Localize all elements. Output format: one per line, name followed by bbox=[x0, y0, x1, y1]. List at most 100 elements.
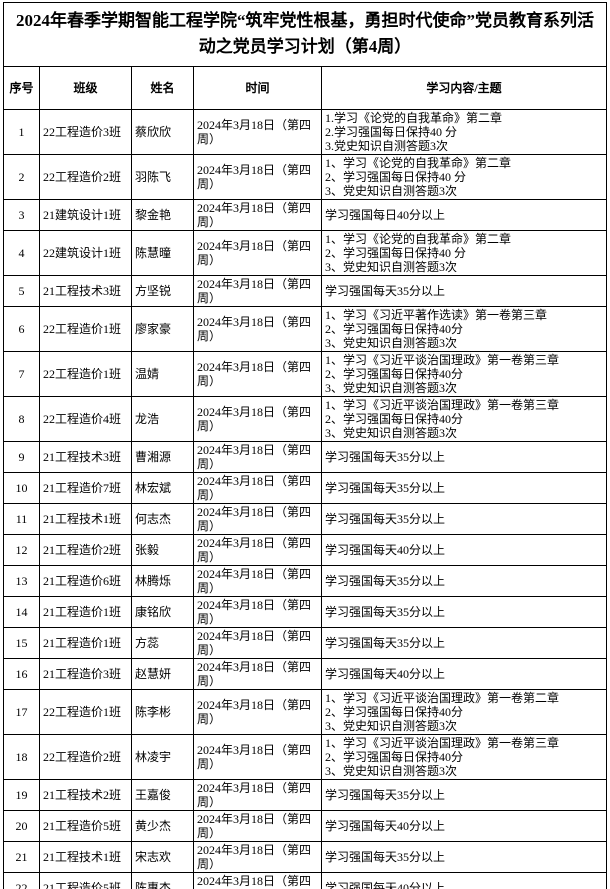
student-name-cell: 温婧 bbox=[131, 350, 194, 397]
content-line: 学习强国每天35分以上 bbox=[325, 635, 446, 650]
class-cell: 21工程技术2班 bbox=[39, 778, 132, 811]
content-line: 1.学习《论党的自我革命》第二章 bbox=[325, 110, 503, 125]
study-content-cell: 1、学习《论党的自我革命》第二章 2、学习强国每日保持40 分 3、党史知识自测答题… bbox=[321, 229, 607, 276]
study-content-cell: 学习强国每天35分以上 bbox=[321, 471, 607, 504]
row-number-cell: 9 bbox=[3, 440, 40, 473]
student-name-cell: 廖家豪 bbox=[131, 305, 194, 352]
time-cell: 2024年3月18日（第四周） bbox=[193, 809, 322, 842]
content-line: 3、党史知识自测答题3次 bbox=[325, 380, 458, 395]
class-cell: 22工程造价1班 bbox=[39, 350, 132, 397]
study-content-cell: 学习强国每天40分以上 bbox=[321, 533, 607, 566]
column-header: 班级 bbox=[39, 65, 132, 110]
study-content-cell: 1、学习《习近平著作选读》第一卷第三章 2、学习强国每日保持40分 3、党史知识自测… bbox=[321, 305, 607, 352]
content-line: 学习强国每天40分以上 bbox=[325, 666, 446, 681]
content-line: 学习强国每天35分以上 bbox=[325, 480, 446, 495]
content-line: 3、党史知识自测答题3次 bbox=[325, 259, 458, 274]
study-content-cell: 学习强国每天40分以上 bbox=[321, 809, 607, 842]
row-number-cell: 22 bbox=[3, 871, 40, 889]
student-name-cell: 方坚锐 bbox=[131, 274, 194, 307]
study-content-cell: 1.学习《论党的自我革命》第二章 2.学习强国每日保持40 分 3.党史知识自测答题… bbox=[321, 108, 607, 155]
class-cell: 21工程技术1班 bbox=[39, 502, 132, 535]
study-content-cell: 1、学习《习近平谈治国理政》第一卷第三章 2、学习强国每日保持40分 3、党史知识自… bbox=[321, 733, 607, 780]
study-content-cell: 1、学习《习近平谈治国理政》第一卷第二章 2、学习强国每日保持40分 3、党史知识自… bbox=[321, 688, 607, 735]
student-name-cell: 林宏斌 bbox=[131, 471, 194, 504]
content-line: 学习强国每日40分以上 bbox=[325, 207, 446, 222]
content-line: 学习强国每天35分以上 bbox=[325, 511, 446, 526]
content-line: 学习强国每天40分以上 bbox=[325, 542, 446, 557]
time-cell: 2024年3月18日（第四周） bbox=[193, 840, 322, 873]
table-row: 8 22工程造价4班 龙浩 2024年3月18日（第四周） 1、学习《习近平谈治国理政》… bbox=[3, 395, 607, 442]
table-row: 12 21工程造价2班 张毅 2024年3月18日（第四周） 学习强国每天40分以上 bbox=[3, 533, 607, 566]
row-number-cell: 10 bbox=[3, 471, 40, 504]
student-name-cell: 王嘉俊 bbox=[131, 778, 194, 811]
time-cell: 2024年3月18日（第四周） bbox=[193, 502, 322, 535]
student-name-cell: 张毅 bbox=[131, 533, 194, 566]
class-cell: 22工程造价1班 bbox=[39, 305, 132, 352]
class-cell: 21工程造价5班 bbox=[39, 809, 132, 842]
time-cell: 2024年3月18日（第四周） bbox=[193, 688, 322, 735]
class-cell: 22工程造价4班 bbox=[39, 395, 132, 442]
row-number-cell: 16 bbox=[3, 657, 40, 690]
study-content-cell: 1、学习《习近平谈治国理政》第一卷第三章 2、学习强国每日保持40分 3、党史知识自… bbox=[321, 395, 607, 442]
content-line: 1、学习《习近平谈治国理政》第一卷第三章 bbox=[325, 397, 560, 412]
content-line: 2、学习强国每日保持40 分 bbox=[325, 169, 467, 184]
table-row: 11 21工程技术1班 何志杰 2024年3月18日（第四周） 学习强国每天35分以上 bbox=[3, 502, 607, 535]
student-name-cell: 蔡欣欣 bbox=[131, 108, 194, 155]
content-line: 2、学习强国每日保持40分 bbox=[325, 704, 464, 719]
time-cell: 2024年3月18日（第四周） bbox=[193, 564, 322, 597]
content-line: 学习强国每天35分以上 bbox=[325, 573, 446, 588]
study-content-cell: 学习强国每天35分以上 bbox=[321, 595, 607, 628]
header-row: 序号 班级 姓名 时间 学习内容/主题 bbox=[3, 65, 607, 110]
content-line: 3、党史知识自测答题3次 bbox=[325, 425, 458, 440]
time-cell: 2024年3月18日（第四周） bbox=[193, 657, 322, 690]
content-line: 学习强国每天40分以上 bbox=[325, 818, 446, 833]
student-name-cell: 龙浩 bbox=[131, 395, 194, 442]
content-line: 2、学习强国每日保持40分 bbox=[325, 366, 464, 381]
student-name-cell: 康铭欣 bbox=[131, 595, 194, 628]
student-name-cell: 陈惠杰 bbox=[131, 871, 194, 889]
column-header: 序号 bbox=[3, 65, 40, 110]
row-number-cell: 3 bbox=[3, 198, 40, 231]
student-name-cell: 黄少杰 bbox=[131, 809, 194, 842]
time-cell: 2024年3月18日（第四周） bbox=[193, 733, 322, 780]
student-name-cell: 林凌宇 bbox=[131, 733, 194, 780]
time-cell: 2024年3月18日（第四周） bbox=[193, 533, 322, 566]
student-name-cell: 何志杰 bbox=[131, 502, 194, 535]
row-number-cell: 7 bbox=[3, 350, 40, 397]
study-content-cell: 学习强国每天35分以上 bbox=[321, 840, 607, 873]
page-title: 2024年春季学期智能工程学院“筑牢党性根基，勇担时代使命”党员教育系列活动之党… bbox=[3, 2, 607, 67]
time-cell: 2024年3月18日（第四周） bbox=[193, 395, 322, 442]
row-number-cell: 1 bbox=[3, 108, 40, 155]
class-cell: 21工程造价1班 bbox=[39, 626, 132, 659]
study-plan-table: 2024年春季学期智能工程学院“筑牢党性根基，勇担时代使命”党员教育系列活动之党… bbox=[3, 2, 607, 889]
table-row: 5 21工程技术3班 方坚锐 2024年3月18日（第四周） 学习强国每天35分以上 bbox=[3, 274, 607, 307]
table-row: 19 21工程技术2班 王嘉俊 2024年3月18日（第四周） 学习强国每天35分以上 bbox=[3, 778, 607, 811]
time-cell: 2024年3月18日（第四周） bbox=[193, 108, 322, 155]
class-cell: 21工程技术3班 bbox=[39, 440, 132, 473]
class-cell: 21工程造价1班 bbox=[39, 595, 132, 628]
row-number-cell: 2 bbox=[3, 153, 40, 200]
class-cell: 21工程造价3班 bbox=[39, 657, 132, 690]
study-content-cell: 1、学习《习近平谈治国理政》第一卷第三章 2、学习强国每日保持40分 3、党史知识自… bbox=[321, 350, 607, 397]
time-cell: 2024年3月18日（第四周） bbox=[193, 871, 322, 889]
study-content-cell: 学习强国每天35分以上 bbox=[321, 440, 607, 473]
column-header: 姓名 bbox=[131, 65, 194, 110]
class-cell: 22工程造价1班 bbox=[39, 688, 132, 735]
row-number-cell: 11 bbox=[3, 502, 40, 535]
study-content-cell: 学习强国每天35分以上 bbox=[321, 502, 607, 535]
time-cell: 2024年3月18日（第四周） bbox=[193, 440, 322, 473]
row-number-cell: 14 bbox=[3, 595, 40, 628]
table-row: 1 22工程造价3班 蔡欣欣 2024年3月18日（第四周） 1.学习《论党的自我革命》… bbox=[3, 108, 607, 155]
class-cell: 21工程造价5班 bbox=[39, 871, 132, 889]
study-content-cell: 学习强国每天35分以上 bbox=[321, 564, 607, 597]
time-cell: 2024年3月18日（第四周） bbox=[193, 229, 322, 276]
column-header: 时间 bbox=[193, 65, 322, 110]
class-cell: 21工程造价6班 bbox=[39, 564, 132, 597]
time-cell: 2024年3月18日（第四周） bbox=[193, 595, 322, 628]
content-line: 2.学习强国每日保持40 分 bbox=[325, 124, 458, 139]
row-number-cell: 5 bbox=[3, 274, 40, 307]
study-content-cell: 学习强国每天35分以上 bbox=[321, 778, 607, 811]
table-row: 2 22工程造价2班 羽陈飞 2024年3月18日（第四周） 1、学习《论党的自我革命》… bbox=[3, 153, 607, 200]
